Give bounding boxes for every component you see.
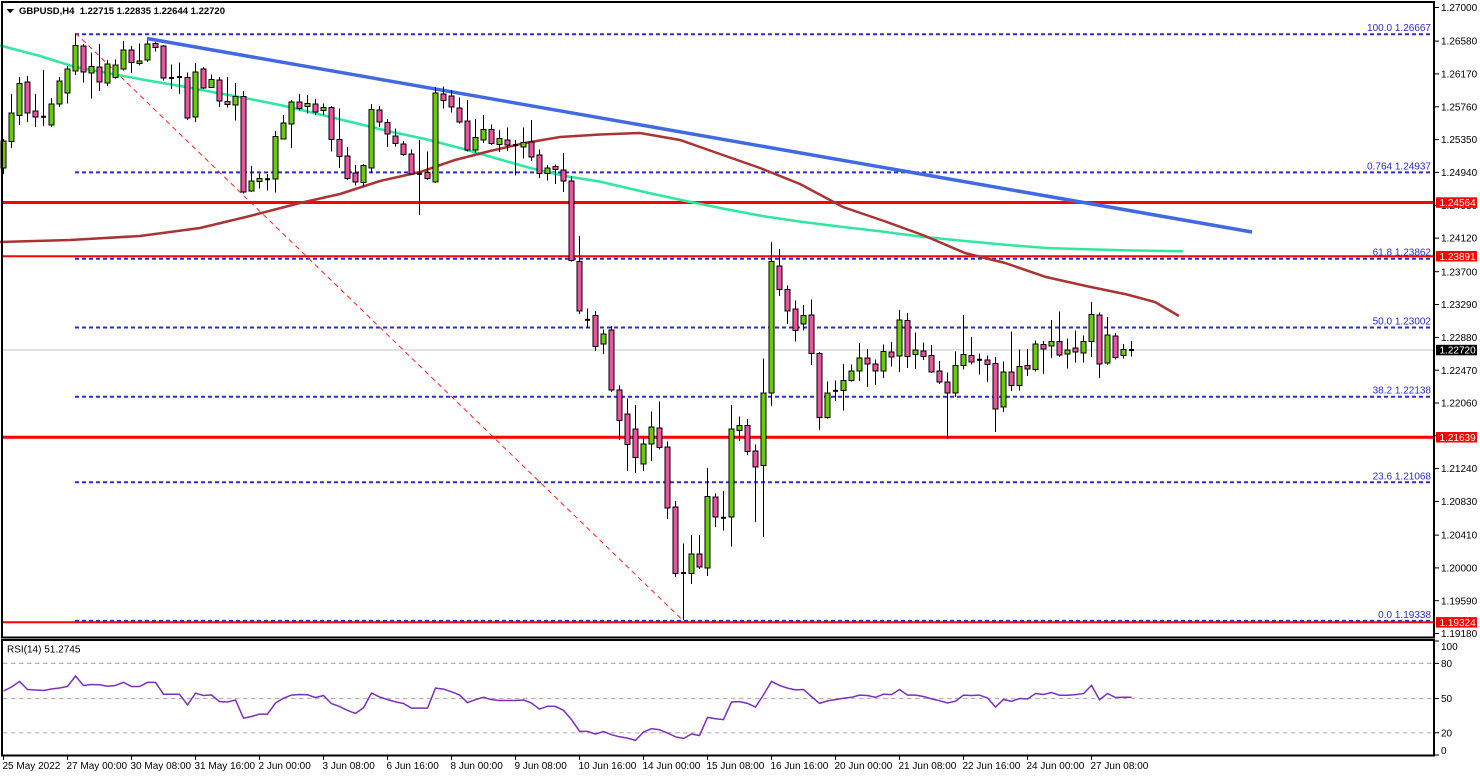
svg-text:1.19180: 1.19180: [1441, 629, 1478, 640]
svg-text:1.26170: 1.26170: [1441, 70, 1478, 81]
svg-text:22 Jun 16:00: 22 Jun 16:00: [963, 761, 1021, 772]
svg-text:1.21639: 1.21639: [1440, 433, 1477, 444]
svg-text:100.0 1.26667: 100.0 1.26667: [1367, 23, 1431, 34]
svg-text:1.24120: 1.24120: [1441, 234, 1478, 245]
svg-text:GBPUSD,H4 1.22715 1.22835 1.2: GBPUSD,H4 1.22715 1.22835 1.22644 1.2272…: [19, 6, 225, 17]
svg-text:1.26580: 1.26580: [1441, 37, 1478, 48]
svg-text:31 May 16:00: 31 May 16:00: [195, 761, 256, 772]
svg-text:50: 50: [1441, 694, 1453, 705]
svg-text:1.20410: 1.20410: [1441, 531, 1478, 542]
svg-text:1.25760: 1.25760: [1441, 102, 1478, 113]
svg-text:1.24940: 1.24940: [1441, 168, 1478, 179]
svg-text:1.23891: 1.23891: [1440, 252, 1477, 263]
svg-text:0: 0: [1441, 746, 1447, 757]
svg-text:23.6 1.21068: 23.6 1.21068: [1373, 471, 1432, 482]
svg-text:1.22880: 1.22880: [1441, 333, 1478, 344]
svg-text:1.19590: 1.19590: [1441, 596, 1478, 607]
svg-text:15 Jun 08:00: 15 Jun 08:00: [707, 761, 765, 772]
svg-text:80: 80: [1441, 659, 1453, 670]
svg-text:3 Jun 08:00: 3 Jun 08:00: [323, 761, 376, 772]
svg-text:1.20000: 1.20000: [1441, 564, 1478, 575]
svg-text:10 Jun 16:00: 10 Jun 16:00: [579, 761, 637, 772]
svg-text:1.27000: 1.27000: [1441, 3, 1478, 14]
svg-text:21 Jun 08:00: 21 Jun 08:00: [899, 761, 957, 772]
svg-text:9 Jun 08:00: 9 Jun 08:00: [515, 761, 568, 772]
svg-text:27 May 00:00: 27 May 00:00: [67, 761, 128, 772]
svg-text:100: 100: [1441, 642, 1458, 653]
svg-text:1.25350: 1.25350: [1441, 135, 1478, 146]
svg-text:14 Jun 00:00: 14 Jun 00:00: [643, 761, 701, 772]
svg-text:20: 20: [1441, 728, 1453, 739]
svg-text:61.8 1.23862: 61.8 1.23862: [1373, 248, 1432, 259]
svg-text:RSI(14) 51.2745: RSI(14) 51.2745: [7, 645, 81, 656]
svg-text:20 Jun 00:00: 20 Jun 00:00: [835, 761, 893, 772]
svg-text:50.0 1.23002: 50.0 1.23002: [1373, 317, 1432, 328]
svg-text:1.23700: 1.23700: [1441, 267, 1478, 278]
svg-text:25 May 2022: 25 May 2022: [3, 761, 61, 772]
svg-text:6 Jun 16:00: 6 Jun 16:00: [387, 761, 440, 772]
svg-text:1.22060: 1.22060: [1441, 399, 1478, 410]
svg-text:2 Jun 00:00: 2 Jun 00:00: [259, 761, 312, 772]
svg-text:30 May 08:00: 30 May 08:00: [131, 761, 192, 772]
svg-text:1.20830: 1.20830: [1441, 497, 1478, 508]
svg-text:1.21240: 1.21240: [1441, 464, 1478, 475]
svg-text:1.23290: 1.23290: [1441, 300, 1478, 311]
svg-text:27 Jun 08:00: 27 Jun 08:00: [1091, 761, 1149, 772]
svg-text:38.2 1.22138: 38.2 1.22138: [1373, 386, 1432, 397]
svg-text:16 Jun 16:00: 16 Jun 16:00: [771, 761, 829, 772]
svg-text:0.764 1.24937: 0.764 1.24937: [1367, 161, 1431, 172]
svg-text:24 Jun 00:00: 24 Jun 00:00: [1027, 761, 1085, 772]
svg-text:0.0 1.19338: 0.0 1.19338: [1378, 610, 1431, 621]
svg-text:1.22470: 1.22470: [1441, 366, 1478, 377]
svg-text:1.19324: 1.19324: [1440, 618, 1477, 629]
svg-text:8 Jun 00:00: 8 Jun 00:00: [451, 761, 504, 772]
svg-text:1.24564: 1.24564: [1440, 198, 1477, 209]
svg-text:1.22720: 1.22720: [1440, 346, 1477, 357]
